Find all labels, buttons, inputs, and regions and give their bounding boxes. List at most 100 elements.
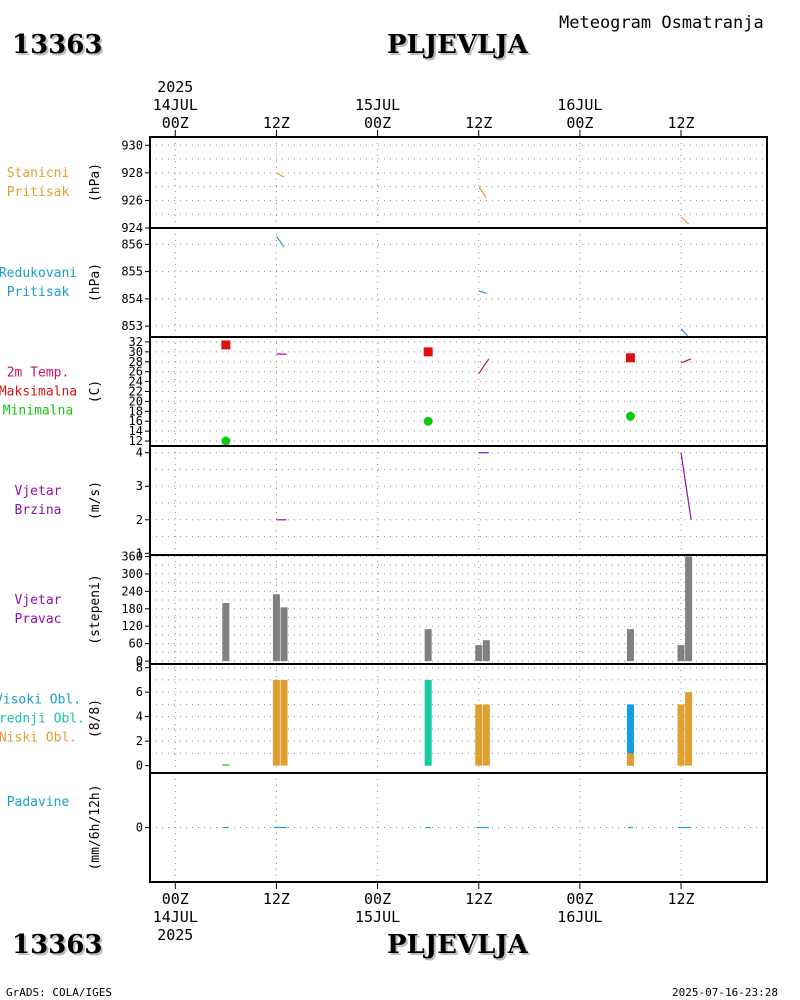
y-tick-label: 240 (121, 584, 143, 598)
data-bar (626, 704, 634, 766)
y-tick-label: 18 (129, 404, 143, 418)
time-tick-label: 00Z (566, 114, 593, 132)
tmax-marker (625, 353, 635, 363)
tmax-marker (423, 347, 433, 357)
station-name: PLJEVLJA (387, 30, 528, 60)
data-bar (685, 692, 693, 766)
panel-wdir: 0 60 120 180 240 300 360 (stepeni) Vjetar Pravac (15, 549, 768, 668)
timestamp: 2025-07-16-23:28 (672, 986, 778, 999)
y-tick-label: 360 (121, 549, 143, 563)
y-tick-label: 854 (121, 292, 143, 306)
date-label-bottom: 14JUL (153, 908, 198, 926)
panel-label: Redukovani (0, 266, 77, 281)
panel-frame (149, 136, 768, 229)
data-bar (424, 679, 432, 766)
data-bar (280, 607, 288, 662)
y-tick-label: 930 (121, 138, 143, 152)
panel-label: Maksimalna (0, 385, 77, 400)
axis-unit-label: (8/8) (88, 699, 103, 738)
panel-frame (149, 554, 768, 665)
y-tick-label: 8 (136, 661, 143, 675)
data-bar (272, 679, 280, 766)
y-tick-label: 22 (129, 385, 143, 399)
data-segment (275, 235, 285, 248)
data-bar (424, 629, 432, 662)
y-tick-label: 924 (121, 221, 143, 235)
panel-label: Pritisak (7, 285, 70, 300)
panel-label: Vjetar (15, 484, 62, 499)
time-tick-label-bottom: 00Z (162, 890, 189, 908)
y-tick-label: 60 (129, 637, 143, 651)
axis-unit-label: (hPa) (88, 163, 103, 202)
footer-station-id: 13363 (12, 930, 103, 960)
panel-frame (149, 772, 768, 883)
data-bar (482, 640, 490, 662)
station-id: 13363 (12, 30, 103, 60)
year-label: 2025 (157, 78, 193, 96)
y-tick-label: 3 (136, 479, 143, 493)
y-tick-label: 2 (136, 513, 143, 527)
y-tick-label: 16 (129, 414, 143, 428)
time-tick-label: 12Z (263, 114, 290, 132)
time-tick-label: 00Z (162, 114, 189, 132)
panel-label: Pravac (15, 612, 62, 627)
date-label: 16JUL (557, 96, 602, 114)
axis-unit-label: (hPa) (88, 263, 103, 302)
data-bar (482, 704, 490, 766)
tmin-marker (625, 411, 635, 421)
time-tick-label-bottom: 00Z (364, 890, 391, 908)
data-segment (478, 290, 487, 294)
panel-mslp: 853 854 855 856 (hPa) Redukovani Pritisak (0, 227, 768, 338)
data-bar (677, 704, 685, 766)
data-bar (626, 753, 634, 766)
tmax-marker (221, 340, 231, 350)
panel-label: Stanicni (7, 166, 70, 181)
y-tick-label: 12 (129, 434, 143, 448)
panel-label: Vjetar (15, 593, 62, 608)
y-tick-label: 1 (136, 546, 143, 560)
y-tick-label: 180 (121, 602, 143, 616)
time-tick-label: 00Z (364, 114, 391, 132)
data-bar (475, 704, 483, 766)
data-bar (685, 556, 693, 662)
data-bar (222, 764, 230, 766)
y-tick-label: 856 (121, 237, 143, 251)
panel-label: Minimalna (3, 404, 73, 419)
panel-label: Pritisak (7, 185, 70, 200)
y-tick-label: 14 (129, 424, 143, 438)
panel-clouds: 0 2 4 6 8 (8/8) Visoki Obl. Srednji Obl. Niski O… (0, 661, 768, 774)
y-tick-label: 0 (136, 821, 143, 835)
source-credit: GrADS: COLA/IGES (6, 986, 112, 999)
data-bar (280, 679, 288, 766)
data-segment (680, 328, 690, 338)
axis-unit-label: (mm/6h/12h) (88, 784, 103, 870)
date-label-bottom: 16JUL (557, 908, 602, 926)
y-tick-label: 24 (129, 375, 143, 389)
panel-frame (149, 663, 768, 774)
time-tick-label-bottom: 00Z (566, 890, 593, 908)
panel-label: Srednji Obl. (0, 712, 85, 727)
panel-label: Visoki Obl. (0, 693, 81, 708)
y-tick-label: 2 (136, 734, 143, 748)
y-tick-label: 4 (136, 446, 143, 460)
y-tick-label: 26 (129, 365, 143, 379)
tmin-marker (221, 436, 231, 446)
y-tick-label: 120 (121, 619, 143, 633)
tmin-marker (423, 416, 433, 426)
y-tick-label: 853 (121, 319, 143, 333)
data-segment (680, 452, 692, 520)
time-tick-label: 12Z (667, 114, 694, 132)
y-tick-label: 0 (136, 759, 143, 773)
y-tick-label: 32 (129, 335, 143, 349)
y-tick-label: 0 (136, 654, 143, 668)
data-bar (475, 645, 483, 662)
date-label: 14JUL (153, 96, 198, 114)
panel-wspd: 1 2 3 4 (m/s) Vjetar Brzina (15, 445, 768, 560)
axis-unit-label: (m/s) (88, 481, 103, 520)
time-tick-label-bottom: 12Z (667, 890, 694, 908)
y-tick-label: 926 (121, 193, 143, 207)
axis-unit-label: (stepeni) (88, 574, 103, 644)
axis-unit-label: (C) (88, 380, 103, 403)
data-segment (478, 358, 490, 375)
